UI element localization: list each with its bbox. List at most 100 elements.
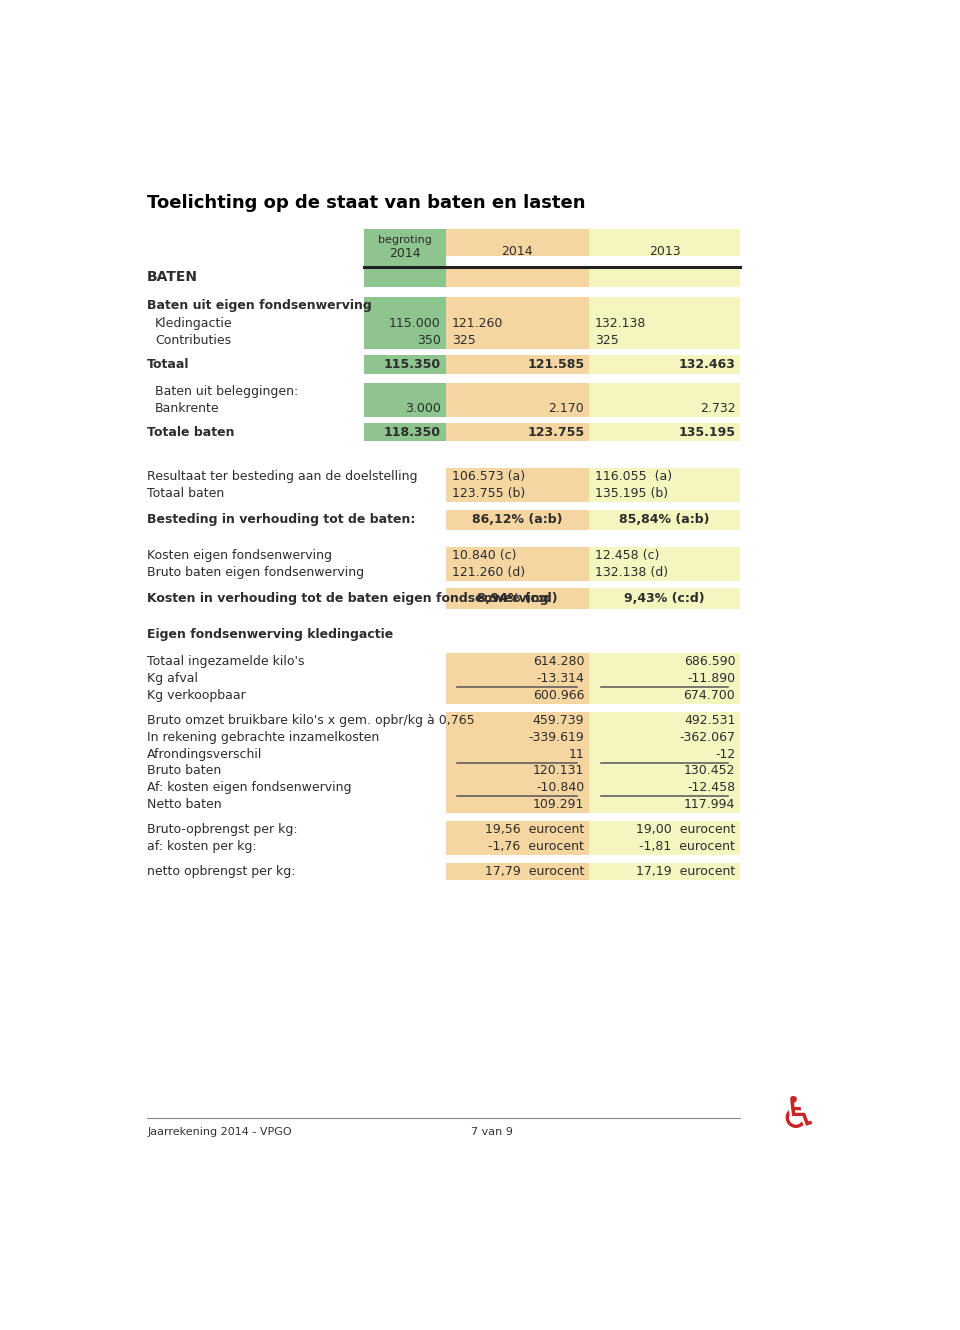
Text: 106.573 (a): 106.573 (a) xyxy=(452,471,525,483)
Text: -339.619: -339.619 xyxy=(528,730,585,743)
FancyBboxPatch shape xyxy=(445,485,588,503)
Text: 600.966: 600.966 xyxy=(533,689,585,702)
FancyBboxPatch shape xyxy=(445,863,588,879)
Text: Kg verkoopbaar: Kg verkoopbaar xyxy=(147,689,246,702)
Text: 121.260: 121.260 xyxy=(452,317,503,330)
FancyBboxPatch shape xyxy=(445,509,588,529)
FancyBboxPatch shape xyxy=(588,688,740,704)
Text: 132.138: 132.138 xyxy=(595,317,646,330)
Text: 9,43% (c:d): 9,43% (c:d) xyxy=(624,592,705,605)
Text: 17,79  eurocent: 17,79 eurocent xyxy=(485,864,585,878)
FancyBboxPatch shape xyxy=(445,821,588,838)
Text: -13.314: -13.314 xyxy=(537,672,585,685)
FancyBboxPatch shape xyxy=(588,762,740,779)
Text: Kg afval: Kg afval xyxy=(147,672,198,685)
FancyBboxPatch shape xyxy=(588,509,740,529)
FancyBboxPatch shape xyxy=(588,315,740,332)
Text: 109.291: 109.291 xyxy=(533,798,585,811)
Text: 121.260 (d): 121.260 (d) xyxy=(452,565,525,579)
Text: 115.350: 115.350 xyxy=(384,358,441,371)
Text: 10.840 (c): 10.840 (c) xyxy=(452,549,516,561)
FancyBboxPatch shape xyxy=(588,423,740,442)
Text: 7 van 9: 7 van 9 xyxy=(471,1127,513,1137)
FancyBboxPatch shape xyxy=(445,712,588,729)
FancyBboxPatch shape xyxy=(588,564,740,581)
Text: Totaal ingezamelde kilo's: Totaal ingezamelde kilo's xyxy=(147,656,304,668)
FancyBboxPatch shape xyxy=(588,229,740,255)
FancyBboxPatch shape xyxy=(364,315,445,332)
Text: 350: 350 xyxy=(417,334,441,347)
Text: 123.755: 123.755 xyxy=(527,426,585,439)
FancyBboxPatch shape xyxy=(588,400,740,416)
FancyBboxPatch shape xyxy=(588,838,740,855)
Text: 132.138 (d): 132.138 (d) xyxy=(595,565,668,579)
Text: 674.700: 674.700 xyxy=(684,689,735,702)
Text: 325: 325 xyxy=(452,334,475,347)
Text: Totaal baten: Totaal baten xyxy=(147,487,225,500)
Text: ♿: ♿ xyxy=(779,1095,818,1137)
FancyBboxPatch shape xyxy=(364,229,445,267)
FancyBboxPatch shape xyxy=(445,332,588,348)
Text: 116.055  (a): 116.055 (a) xyxy=(595,471,672,483)
Text: Bruto baten: Bruto baten xyxy=(147,765,222,778)
FancyBboxPatch shape xyxy=(364,383,445,400)
Text: 2014: 2014 xyxy=(389,247,420,261)
Text: -1,81  eurocent: -1,81 eurocent xyxy=(639,841,735,853)
Text: Besteding in verhouding tot de baten:: Besteding in verhouding tot de baten: xyxy=(147,513,416,527)
Text: Eigen fondsenwerving kledingactie: Eigen fondsenwerving kledingactie xyxy=(147,628,394,641)
FancyBboxPatch shape xyxy=(588,729,740,746)
FancyBboxPatch shape xyxy=(445,229,588,255)
FancyBboxPatch shape xyxy=(445,355,588,374)
Text: -10.840: -10.840 xyxy=(536,782,585,794)
FancyBboxPatch shape xyxy=(364,355,445,374)
FancyBboxPatch shape xyxy=(588,588,740,609)
Text: 135.195 (b): 135.195 (b) xyxy=(595,487,668,500)
Text: 120.131: 120.131 xyxy=(533,765,585,778)
Text: -11.890: -11.890 xyxy=(687,672,735,685)
FancyBboxPatch shape xyxy=(588,863,740,879)
Text: 86,12% (a:b): 86,12% (a:b) xyxy=(472,513,563,527)
FancyBboxPatch shape xyxy=(364,400,445,416)
FancyBboxPatch shape xyxy=(588,355,740,374)
FancyBboxPatch shape xyxy=(445,547,588,564)
FancyBboxPatch shape xyxy=(445,315,588,332)
FancyBboxPatch shape xyxy=(445,468,588,485)
Text: Bruto omzet bruikbare kilo's x gem. opbr/kg à 0,765: Bruto omzet bruikbare kilo's x gem. opbr… xyxy=(147,714,475,726)
FancyBboxPatch shape xyxy=(588,797,740,814)
FancyBboxPatch shape xyxy=(445,670,588,688)
Text: begroting: begroting xyxy=(378,234,432,245)
Text: 2.170: 2.170 xyxy=(548,402,585,415)
FancyBboxPatch shape xyxy=(445,564,588,581)
Text: 8,94% (c:d): 8,94% (c:d) xyxy=(477,592,558,605)
FancyBboxPatch shape xyxy=(445,267,588,287)
FancyBboxPatch shape xyxy=(445,400,588,416)
Text: -1,76  eurocent: -1,76 eurocent xyxy=(489,841,585,853)
Text: 492.531: 492.531 xyxy=(684,714,735,726)
Text: 614.280: 614.280 xyxy=(533,656,585,668)
FancyBboxPatch shape xyxy=(445,383,588,400)
Text: Bruto baten eigen fondsenwerving: Bruto baten eigen fondsenwerving xyxy=(147,565,364,579)
Text: 3.000: 3.000 xyxy=(405,402,441,415)
Text: 135.195: 135.195 xyxy=(679,426,735,439)
FancyBboxPatch shape xyxy=(588,821,740,838)
FancyBboxPatch shape xyxy=(588,746,740,762)
Text: 19,00  eurocent: 19,00 eurocent xyxy=(636,823,735,837)
Text: netto opbrengst per kg:: netto opbrengst per kg: xyxy=(147,864,296,878)
Text: 2.732: 2.732 xyxy=(700,402,735,415)
FancyBboxPatch shape xyxy=(588,485,740,503)
FancyBboxPatch shape xyxy=(588,267,740,287)
FancyBboxPatch shape xyxy=(588,468,740,485)
Text: 11: 11 xyxy=(568,747,585,761)
FancyBboxPatch shape xyxy=(588,653,740,670)
Text: 686.590: 686.590 xyxy=(684,656,735,668)
Text: Bruto-opbrengst per kg:: Bruto-opbrengst per kg: xyxy=(147,823,298,837)
FancyBboxPatch shape xyxy=(445,762,588,779)
Text: Toelichting op de staat van baten en lasten: Toelichting op de staat van baten en las… xyxy=(147,194,586,213)
Text: 19,56  eurocent: 19,56 eurocent xyxy=(485,823,585,837)
Text: 123.755 (b): 123.755 (b) xyxy=(452,487,525,500)
Text: 115.000: 115.000 xyxy=(389,317,441,330)
FancyBboxPatch shape xyxy=(588,383,740,400)
Text: BATEN: BATEN xyxy=(147,270,198,285)
Text: 2014: 2014 xyxy=(501,246,533,258)
Text: -12: -12 xyxy=(715,747,735,761)
